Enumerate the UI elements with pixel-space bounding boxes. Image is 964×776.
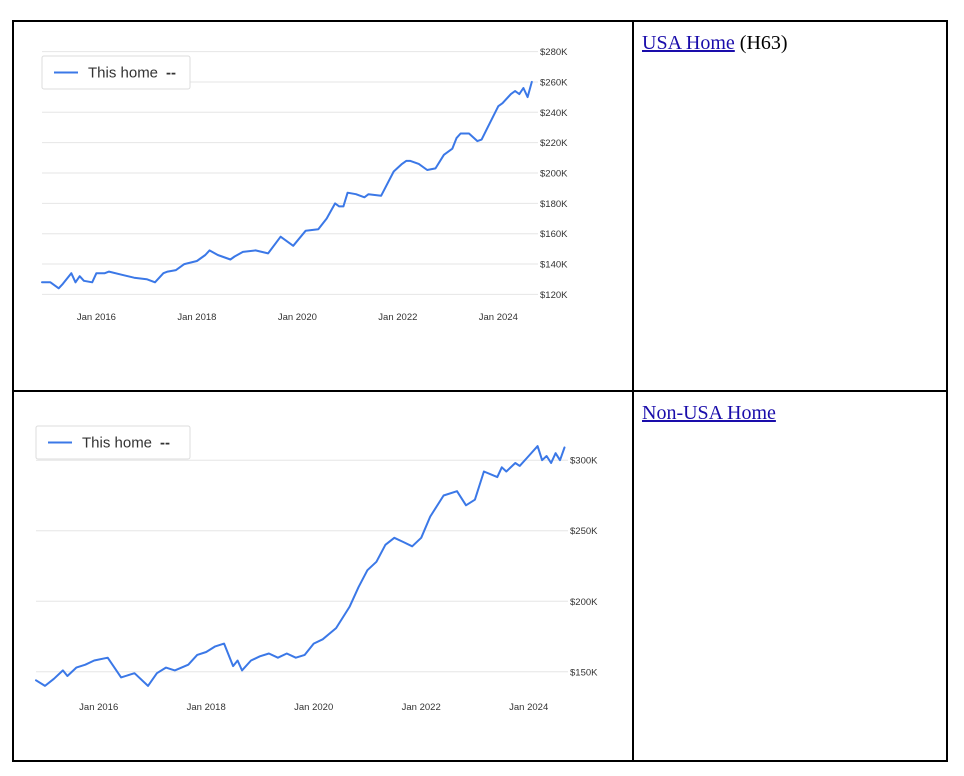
series-line-this-home (35, 445, 566, 687)
y-tick-label: $240K (540, 108, 568, 119)
legend-label: This home (82, 435, 152, 452)
y-tick-label: $220K (540, 138, 568, 149)
series-line-this-home (41, 80, 533, 290)
layout-table: $120K $140K $160K $180K $200K $220K $240K $260K… (12, 20, 948, 762)
y-tick-label: $260K (540, 77, 568, 88)
x-tick-label: Jan 2024 (509, 702, 548, 713)
non-usa-home-link[interactable]: Non-USA Home (642, 402, 776, 424)
x-tick-label: Jan 2016 (79, 702, 118, 713)
table-row: $150K $200K $250K $300K Jan 2016 Jan 2018 Jan … (12, 390, 948, 762)
x-tick-label: Jan 2020 (278, 312, 317, 323)
y-tick-label: $280K (540, 47, 568, 58)
y-tick-label: $120K (540, 290, 568, 301)
y-tick-label: $150K (570, 667, 598, 678)
legend-box (35, 425, 191, 460)
legend-box (41, 55, 191, 90)
legend-value: -- (160, 435, 170, 452)
x-tick-label: Jan 2022 (378, 312, 417, 323)
x-tick-label: Jan 2024 (479, 312, 518, 323)
y-tick-label: $200K (570, 597, 598, 608)
y-tick-label: $160K (540, 229, 568, 240)
table-row: $120K $140K $160K $180K $200K $220K $240K $260K… (12, 20, 948, 392)
usa-home-code: (H63) (739, 32, 788, 54)
y-tick-label: $200K (540, 169, 568, 180)
x-tick-label: Jan 2018 (177, 312, 216, 323)
chart-cell-usa: $120K $140K $160K $180K $200K $220K $240K $260K… (12, 20, 634, 392)
link-cell-non-usa: Non-USA Home (632, 390, 948, 762)
x-tick-label: Jan 2016 (77, 312, 116, 323)
non-usa-home-price-chart: $150K $200K $250K $300K Jan 2016 Jan 2018 Jan … (35, 425, 598, 713)
usa-home-price-chart: $120K $140K $160K $180K $200K $220K $240K $260K… (41, 47, 568, 323)
chart-cell-non-usa: $150K $200K $250K $300K Jan 2016 Jan 2018 Jan … (12, 390, 634, 762)
y-tick-label: $300K (570, 456, 598, 467)
y-tick-label: $140K (540, 260, 568, 271)
legend-label: This home (88, 65, 158, 82)
legend-value: -- (166, 65, 176, 82)
y-tick-label: $180K (540, 199, 568, 210)
usa-home-link[interactable]: USA Home (642, 32, 735, 54)
x-tick-label: Jan 2018 (187, 702, 226, 713)
y-tick-label: $250K (570, 526, 598, 537)
x-tick-label: Jan 2020 (294, 702, 333, 713)
link-cell-usa: USA Home (H63) (632, 20, 948, 392)
x-tick-label: Jan 2022 (402, 702, 441, 713)
